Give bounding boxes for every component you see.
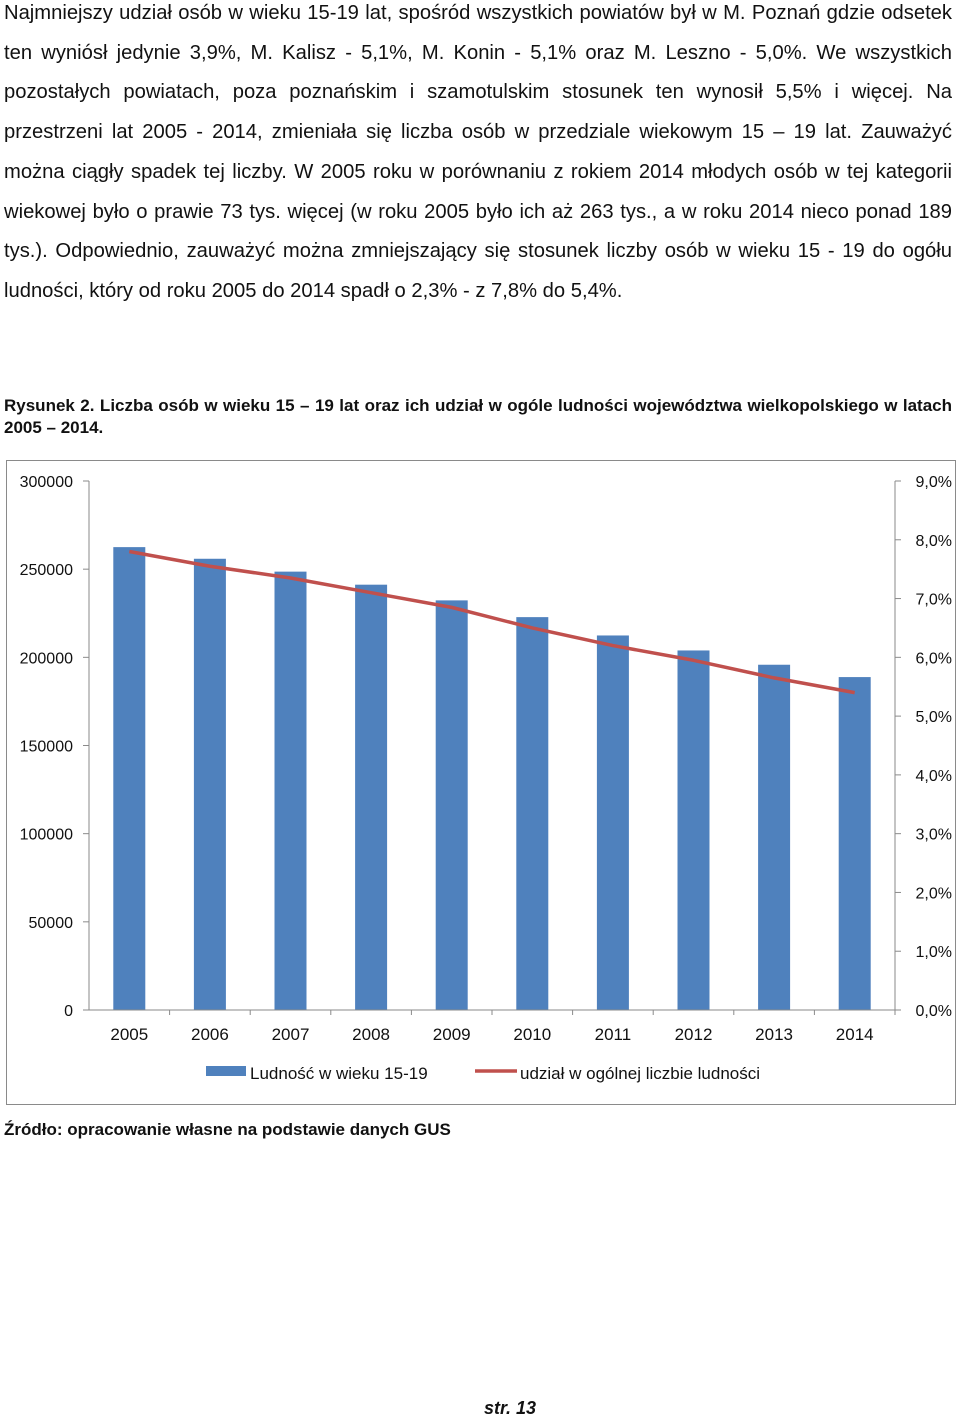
body-paragraph: Najmniejszy udział osób w wieku 15-19 la… xyxy=(4,2,952,302)
x-tick-label: 2012 xyxy=(675,1025,713,1044)
left-tick-label: 200000 xyxy=(20,650,73,667)
x-tick-label: 2011 xyxy=(595,1025,632,1044)
bar xyxy=(274,571,307,1010)
x-tick-label: 2005 xyxy=(110,1025,148,1044)
left-tick-label: 50000 xyxy=(29,915,74,932)
bar xyxy=(758,664,791,1010)
right-tick-label: 0,0% xyxy=(916,1003,952,1020)
bar xyxy=(355,584,388,1010)
x-tick-label: 2013 xyxy=(755,1025,793,1044)
page-number: str. 13 xyxy=(484,1398,537,1418)
x-tick-label: 2009 xyxy=(433,1025,471,1044)
x-tick-label: 2014 xyxy=(836,1025,874,1044)
x-tick-label: 2010 xyxy=(513,1025,551,1044)
right-tick-label: 4,0% xyxy=(916,768,952,785)
bar xyxy=(516,617,549,1010)
bar xyxy=(435,600,468,1010)
left-tick-label: 300000 xyxy=(20,474,73,491)
line-series xyxy=(128,549,856,695)
left-tick-label: 250000 xyxy=(20,562,73,579)
right-tick-label: 3,0% xyxy=(916,827,952,844)
source-note: Źródło: opracowanie własne na podstawie … xyxy=(4,1120,451,1139)
left-tick-label: 100000 xyxy=(20,827,73,844)
chart-frame: 0 50000 100000 150000 200000 250000 300000 0,0… xyxy=(6,460,956,1105)
share-line xyxy=(128,549,856,695)
right-tick-label: 6,0% xyxy=(916,650,952,667)
bar xyxy=(838,677,871,1010)
legend-bar-swatch xyxy=(206,1066,246,1076)
bar xyxy=(596,635,629,1010)
bar-series xyxy=(113,547,871,1010)
right-tick-label: 1,0% xyxy=(916,944,952,961)
bar xyxy=(113,547,146,1010)
right-tick-label: 2,0% xyxy=(916,885,952,902)
legend-bar-label: Ludność w wieku 15-19 xyxy=(250,1064,428,1083)
x-tick-label: 2007 xyxy=(272,1025,310,1044)
left-tick-label: 150000 xyxy=(20,739,73,756)
legend-line-label: udział w ogólnej liczbie ludności xyxy=(520,1064,760,1083)
x-axis: 2005 2006 2007 2008 2009 2010 2011 2012 2013 2014 xyxy=(89,1009,896,1044)
bar xyxy=(193,558,226,1010)
x-tick-label: 2008 xyxy=(352,1025,390,1044)
right-axis: 0,0% 1,0% 2,0% 3,0% 4,0% 5,0% 6,0% 7,0% 8,0% 9,0% xyxy=(894,474,952,1020)
right-tick-label: 5,0% xyxy=(916,709,952,726)
x-tick-label: 2006 xyxy=(191,1025,229,1044)
right-tick-label: 8,0% xyxy=(916,533,952,550)
right-tick-label: 9,0% xyxy=(916,474,952,491)
combo-chart: 0 50000 100000 150000 200000 250000 300000 0,0… xyxy=(20,474,952,1083)
legend: Ludność w wieku 15-19 udział w ogólnej li… xyxy=(206,1064,760,1083)
bar xyxy=(677,650,710,1010)
right-tick-label: 7,0% xyxy=(916,592,952,609)
left-tick-label: 0 xyxy=(64,1003,73,1020)
figure-caption: Rysunek 2. Liczba osób w wieku 15 – 19 l… xyxy=(4,396,952,437)
left-axis: 0 50000 100000 150000 200000 250000 300000 xyxy=(20,474,90,1020)
